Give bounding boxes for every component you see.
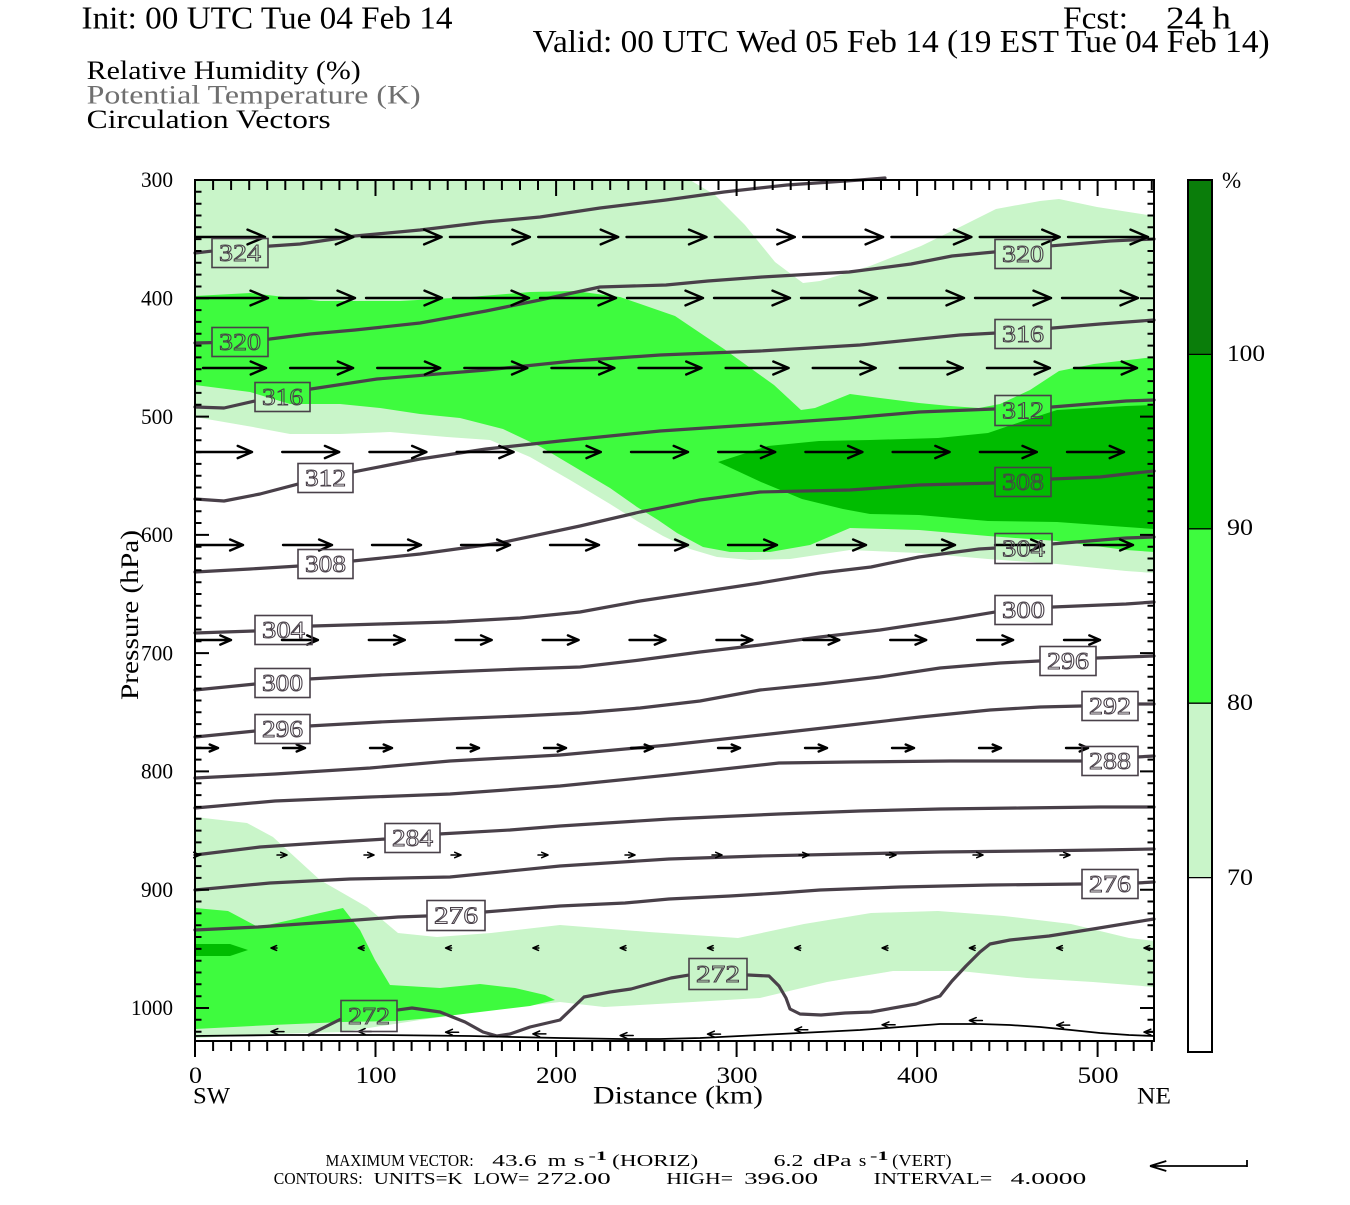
svg-text:304: 304 bbox=[262, 617, 305, 644]
svg-text:272: 272 bbox=[348, 1003, 390, 1030]
svg-text:6.2: 6.2 bbox=[774, 1151, 804, 1170]
svg-text:296: 296 bbox=[1047, 648, 1089, 675]
svg-text:288: 288 bbox=[1089, 748, 1131, 775]
svg-text:396.00: 396.00 bbox=[744, 1169, 818, 1188]
svg-text:284: 284 bbox=[392, 825, 433, 852]
svg-text:1000: 1000 bbox=[131, 995, 173, 1020]
svg-text:200: 200 bbox=[536, 1063, 577, 1089]
svg-text:LOW=: LOW= bbox=[474, 1169, 530, 1188]
svg-text:296: 296 bbox=[262, 716, 303, 743]
svg-text:Fcst:: Fcst: bbox=[1063, 0, 1128, 36]
svg-text:NE: NE bbox=[1137, 1084, 1171, 1110]
svg-text:300: 300 bbox=[1002, 597, 1045, 624]
svg-text:400: 400 bbox=[141, 286, 173, 311]
svg-text:600: 600 bbox=[141, 522, 173, 547]
svg-text:400: 400 bbox=[897, 1063, 938, 1089]
svg-text:312: 312 bbox=[305, 465, 346, 492]
svg-text:70: 70 bbox=[1227, 865, 1253, 890]
svg-text:24 h: 24 h bbox=[1166, 0, 1231, 36]
svg-text:292: 292 bbox=[1089, 693, 1131, 720]
svg-text:UNITS=K: UNITS=K bbox=[374, 1169, 463, 1188]
svg-text:272: 272 bbox=[696, 961, 740, 988]
svg-text:Relative Humidity (%): Relative Humidity (%) bbox=[87, 56, 361, 85]
svg-text:dPa: dPa bbox=[813, 1151, 853, 1170]
svg-text:Valid: 00 UTC Wed 05 Feb 14 (1: Valid: 00 UTC Wed 05 Feb 14 (19 EST Tue … bbox=[533, 23, 1270, 59]
svg-text:80: 80 bbox=[1227, 690, 1253, 715]
svg-text:Init: 00 UTC Tue 04 Feb 14: Init: 00 UTC Tue 04 Feb 14 bbox=[82, 0, 453, 36]
svg-text:-1: -1 bbox=[589, 1149, 608, 1163]
svg-text:700: 700 bbox=[141, 640, 173, 665]
svg-text:324: 324 bbox=[219, 240, 261, 267]
svg-text:s: s bbox=[574, 1151, 585, 1170]
svg-text:MAXIMUM VECTOR:: MAXIMUM VECTOR: bbox=[326, 1151, 474, 1170]
svg-text:s: s bbox=[859, 1151, 866, 1170]
svg-text:(VERT): (VERT) bbox=[892, 1151, 951, 1170]
svg-text:312: 312 bbox=[1002, 398, 1044, 425]
svg-text:500: 500 bbox=[141, 404, 173, 429]
svg-text:Potential Temperature (K): Potential Temperature (K) bbox=[87, 81, 421, 110]
svg-text:0: 0 bbox=[189, 1063, 202, 1089]
svg-text:308: 308 bbox=[305, 551, 346, 578]
svg-text:308: 308 bbox=[1002, 469, 1044, 496]
svg-text:Distance (km): Distance (km) bbox=[593, 1083, 763, 1110]
svg-text:500: 500 bbox=[1078, 1063, 1119, 1089]
svg-text:Pressure (hPa): Pressure (hPa) bbox=[117, 530, 144, 700]
svg-text:320: 320 bbox=[219, 329, 261, 356]
svg-text:HIGH=: HIGH= bbox=[666, 1169, 733, 1188]
svg-text:300: 300 bbox=[141, 167, 173, 192]
svg-text:320: 320 bbox=[1002, 241, 1044, 268]
svg-text:100: 100 bbox=[356, 1063, 397, 1089]
svg-text:276: 276 bbox=[1089, 871, 1131, 898]
svg-text:300: 300 bbox=[717, 1063, 758, 1089]
svg-text:276: 276 bbox=[434, 903, 478, 930]
svg-text:43.6: 43.6 bbox=[492, 1151, 536, 1170]
svg-text:316: 316 bbox=[1002, 321, 1044, 348]
svg-text:-1: -1 bbox=[870, 1149, 889, 1163]
svg-text:(HORIZ): (HORIZ) bbox=[612, 1151, 698, 1170]
svg-text:100: 100 bbox=[1227, 341, 1265, 366]
svg-text:900: 900 bbox=[141, 877, 173, 902]
svg-text:272.00: 272.00 bbox=[537, 1169, 611, 1188]
svg-text:4.0000: 4.0000 bbox=[1011, 1169, 1087, 1188]
svg-text:300: 300 bbox=[262, 670, 303, 697]
svg-text:304: 304 bbox=[1002, 536, 1045, 563]
svg-text:Circulation Vectors: Circulation Vectors bbox=[87, 105, 331, 134]
svg-text:800: 800 bbox=[141, 759, 173, 784]
svg-text:316: 316 bbox=[262, 384, 303, 411]
svg-text:m: m bbox=[548, 1151, 567, 1170]
svg-text:SW: SW bbox=[193, 1084, 231, 1110]
svg-text:CONTOURS:: CONTOURS: bbox=[274, 1169, 363, 1188]
svg-text:INTERVAL=: INTERVAL= bbox=[874, 1169, 993, 1188]
svg-text:%: % bbox=[1222, 168, 1241, 193]
svg-text:90: 90 bbox=[1227, 515, 1253, 540]
